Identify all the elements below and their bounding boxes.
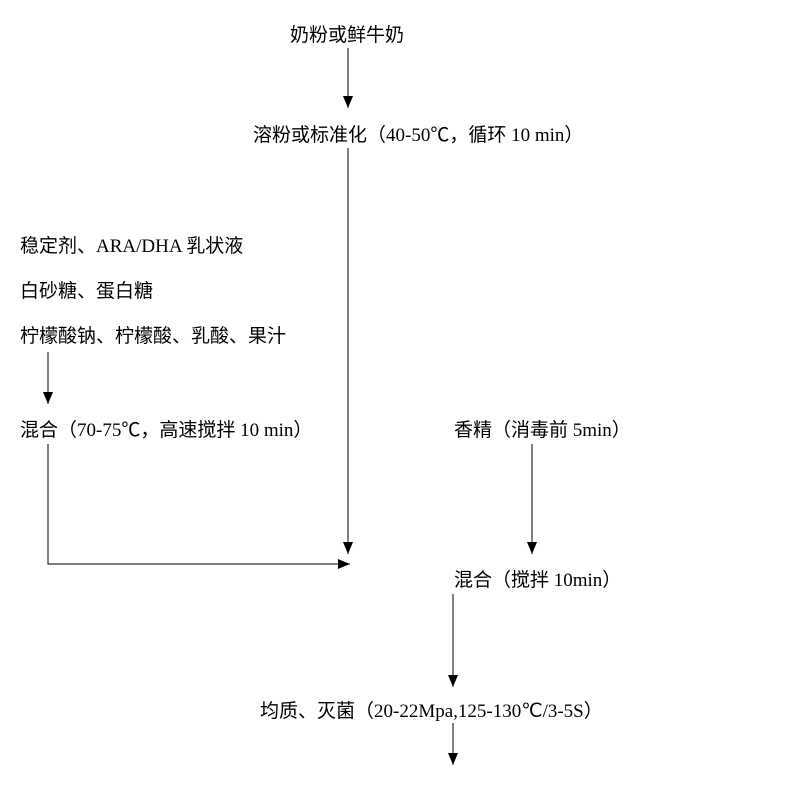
flow-node-n3a: 稳定剂、ARA/DHA 乳状液 — [20, 231, 243, 258]
flow-node-n3c: 柠檬酸钠、柠檬酸、乳酸、果汁 — [20, 321, 286, 348]
flow-node-n6: 混合（搅拌 10min） — [454, 565, 621, 592]
flow-arrowhead-a2 — [343, 542, 353, 554]
flow-node-n4: 混合（70-75℃，高速搅拌 10 min） — [20, 415, 312, 442]
flow-node-n3b: 白砂糖、蛋白糖 — [20, 276, 153, 303]
flow-node-n5: 香精（消毒前 5min） — [454, 415, 631, 442]
flow-node-n7: 均质、灭菌（20-22Mpa,125-130℃/3-5S） — [260, 696, 603, 723]
flow-node-n1: 奶粉或鲜牛奶 — [290, 20, 404, 47]
flow-arrowhead-a7 — [448, 753, 458, 765]
flow-arrow-a4 — [48, 444, 350, 564]
flow-arrowhead-a4 — [338, 559, 350, 569]
flow-arrowhead-a6 — [448, 675, 458, 687]
flow-arrowhead-a5 — [527, 542, 537, 554]
flow-arrowhead-a1 — [343, 96, 353, 108]
flow-arrowhead-a3 — [43, 392, 53, 404]
flow-node-n2: 溶粉或标准化（40-50℃，循环 10 min） — [253, 120, 583, 147]
